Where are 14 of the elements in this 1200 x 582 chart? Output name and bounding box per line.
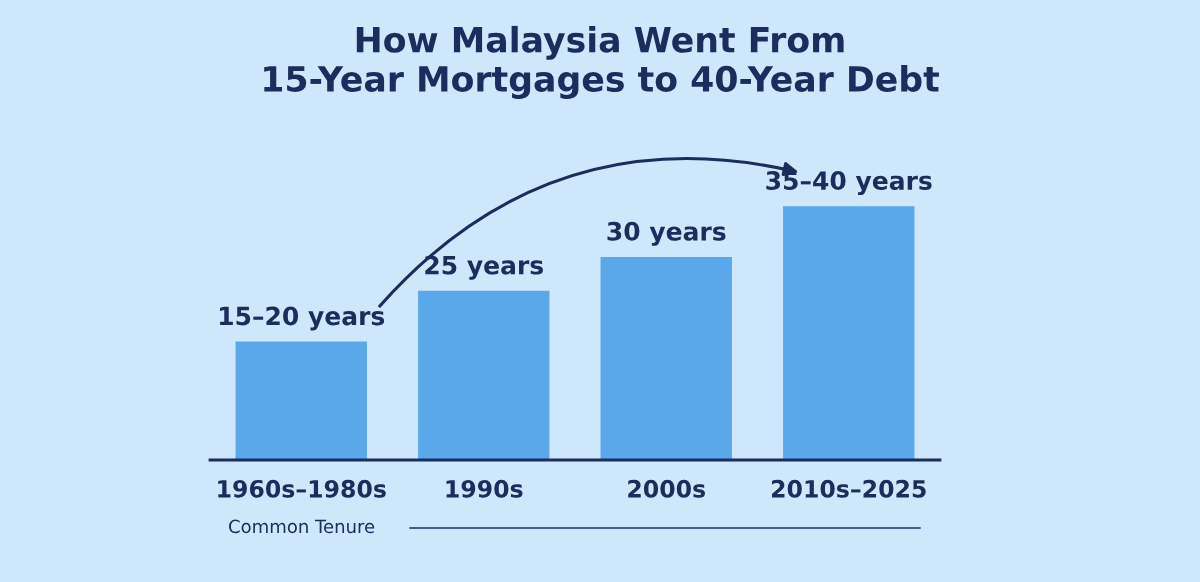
bar — [418, 290, 550, 460]
x-tick-label: 1960s–1980s — [218, 479, 386, 498]
data-label: 30 years — [607, 221, 726, 246]
data-label: 35–40 years — [766, 171, 932, 196]
data-label: 15–20 years — [220, 306, 385, 331]
chart-title: How Malaysia Went From 15-Year Mortgages to 40-Year Debt — [264, 25, 939, 99]
bar — [783, 206, 915, 460]
x-tick-label: 2000s — [628, 479, 706, 498]
data-label: 25 years — [425, 255, 543, 280]
x-tick-label: 1990s — [446, 479, 523, 498]
text: Common Tenure — [229, 519, 375, 534]
bar — [600, 256, 732, 460]
bar — [235, 341, 367, 460]
x-tick-label: 2010s–2025 — [771, 479, 926, 498]
